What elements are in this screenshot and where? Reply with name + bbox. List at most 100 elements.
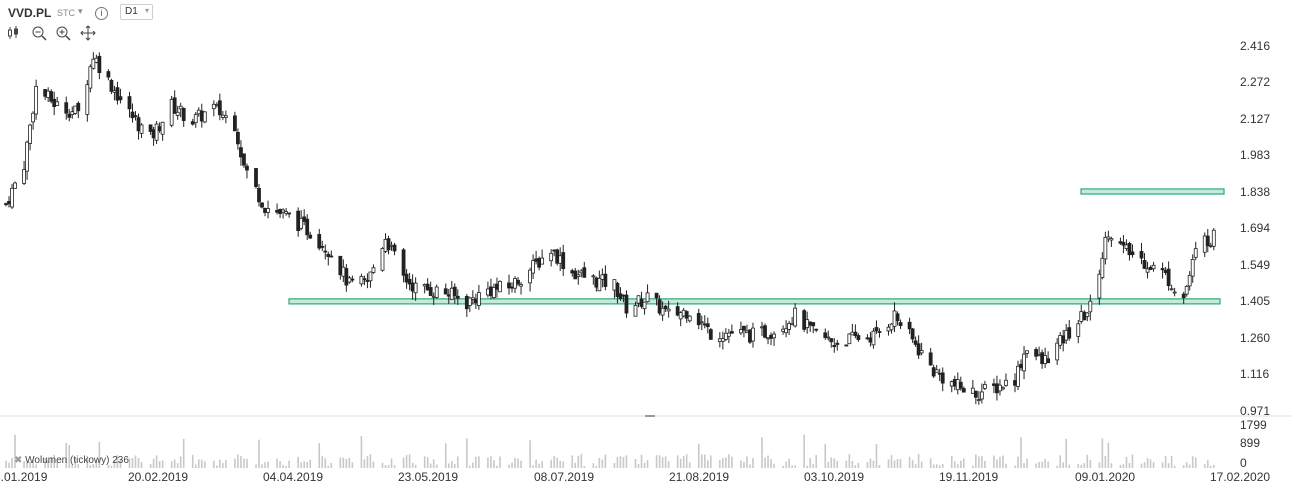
candle [976,391,981,405]
candle [615,281,620,304]
volume-bar [592,463,595,468]
candle [663,304,668,312]
candle [723,328,728,342]
x-tick-label: 03.10.2019 [804,470,865,484]
close-icon[interactable]: ✖ [14,455,23,466]
zone-rectangle[interactable] [1080,188,1225,195]
pane-resize-handle[interactable] [645,415,655,417]
candle [1127,241,1132,261]
candle [1079,304,1084,324]
candle [133,111,138,121]
zoom-in-icon[interactable] [55,25,71,41]
candle [118,88,123,104]
volume-title-text: Wolumen (tickowy) 236 [25,455,129,466]
volume-bar [216,465,218,468]
volume-bar [363,459,366,468]
volume-bar [685,454,688,468]
volume-bar [402,457,405,468]
volume-tick-label: 899 [1240,436,1261,450]
volume-bar [643,462,646,468]
volume-bar [1044,458,1046,468]
candle [793,303,798,328]
candle [1046,351,1051,364]
volume-bar [1014,465,1016,468]
zone-rectangle[interactable] [288,298,1221,305]
candle [642,301,647,315]
candle [582,261,587,278]
candle [961,386,966,393]
volume-bar [44,457,46,468]
candle [407,272,412,291]
volume-bar [577,455,580,468]
volume-bar [529,440,531,468]
candle [278,208,282,218]
candle [476,284,481,310]
volume-bar [95,460,98,468]
candle [202,111,207,124]
y-tick-label: 1.405 [1240,294,1271,309]
candle [784,320,788,338]
volume-bar [53,454,55,468]
candle [742,325,746,338]
candle [4,202,8,207]
volume-bar [426,457,429,468]
volume-bar [791,465,793,468]
volume-bar [935,464,938,468]
candle [1142,253,1147,269]
volume-bar [8,462,10,468]
candle [982,380,987,391]
candle [326,251,331,266]
x-tick-label: 17.02.2020 [1210,470,1271,484]
volume-bar [423,456,426,468]
candle [507,274,511,295]
chart-toolbar: VVD.PL STC ▾ i D1 ▾ [0,0,1292,48]
candles-icon[interactable] [6,25,22,41]
volume-bar [222,463,224,468]
volume-bar [261,464,263,468]
volume-bar [709,455,712,468]
volume-bar [89,465,92,468]
candle [940,367,945,392]
volume-bar [309,459,312,468]
candle [992,378,996,394]
candle [130,103,135,123]
volume-bar [917,454,920,468]
volume-bar [746,456,748,468]
volume-bar [1203,464,1206,468]
candle [284,208,289,216]
chevron-down-icon[interactable]: ▾ [78,6,83,16]
volume-bar [676,455,679,468]
zoom-out-icon[interactable] [31,25,47,41]
candle [1205,228,1210,253]
y-tick-label: 1.549 [1240,258,1271,272]
candle [13,181,17,189]
volume-bar [920,461,923,468]
volume-bar [149,463,152,468]
market-label[interactable]: STC [57,8,75,18]
candle [561,244,566,276]
volume-bar [667,461,670,468]
volume-bar [827,461,830,468]
volume-bar [194,464,197,468]
candle [513,276,517,293]
candle [687,315,692,323]
candle [428,281,433,296]
candle [748,328,752,345]
pan-icon[interactable] [80,25,96,41]
candle [1088,294,1093,321]
candle [937,368,942,382]
info-icon[interactable]: i [95,7,108,20]
candle [745,324,749,334]
interval-select[interactable]: D1 ▾ [120,4,153,20]
candle [365,273,370,289]
volume-bar [339,457,342,468]
volume-bar [1173,465,1176,468]
volume-bar [1089,459,1092,468]
volume-bar [532,465,534,468]
volume-bar [785,461,787,468]
ticker-symbol[interactable]: VVD.PL [8,6,52,20]
candle [850,323,855,336]
candle [1211,228,1216,251]
volume-bar [872,460,875,468]
